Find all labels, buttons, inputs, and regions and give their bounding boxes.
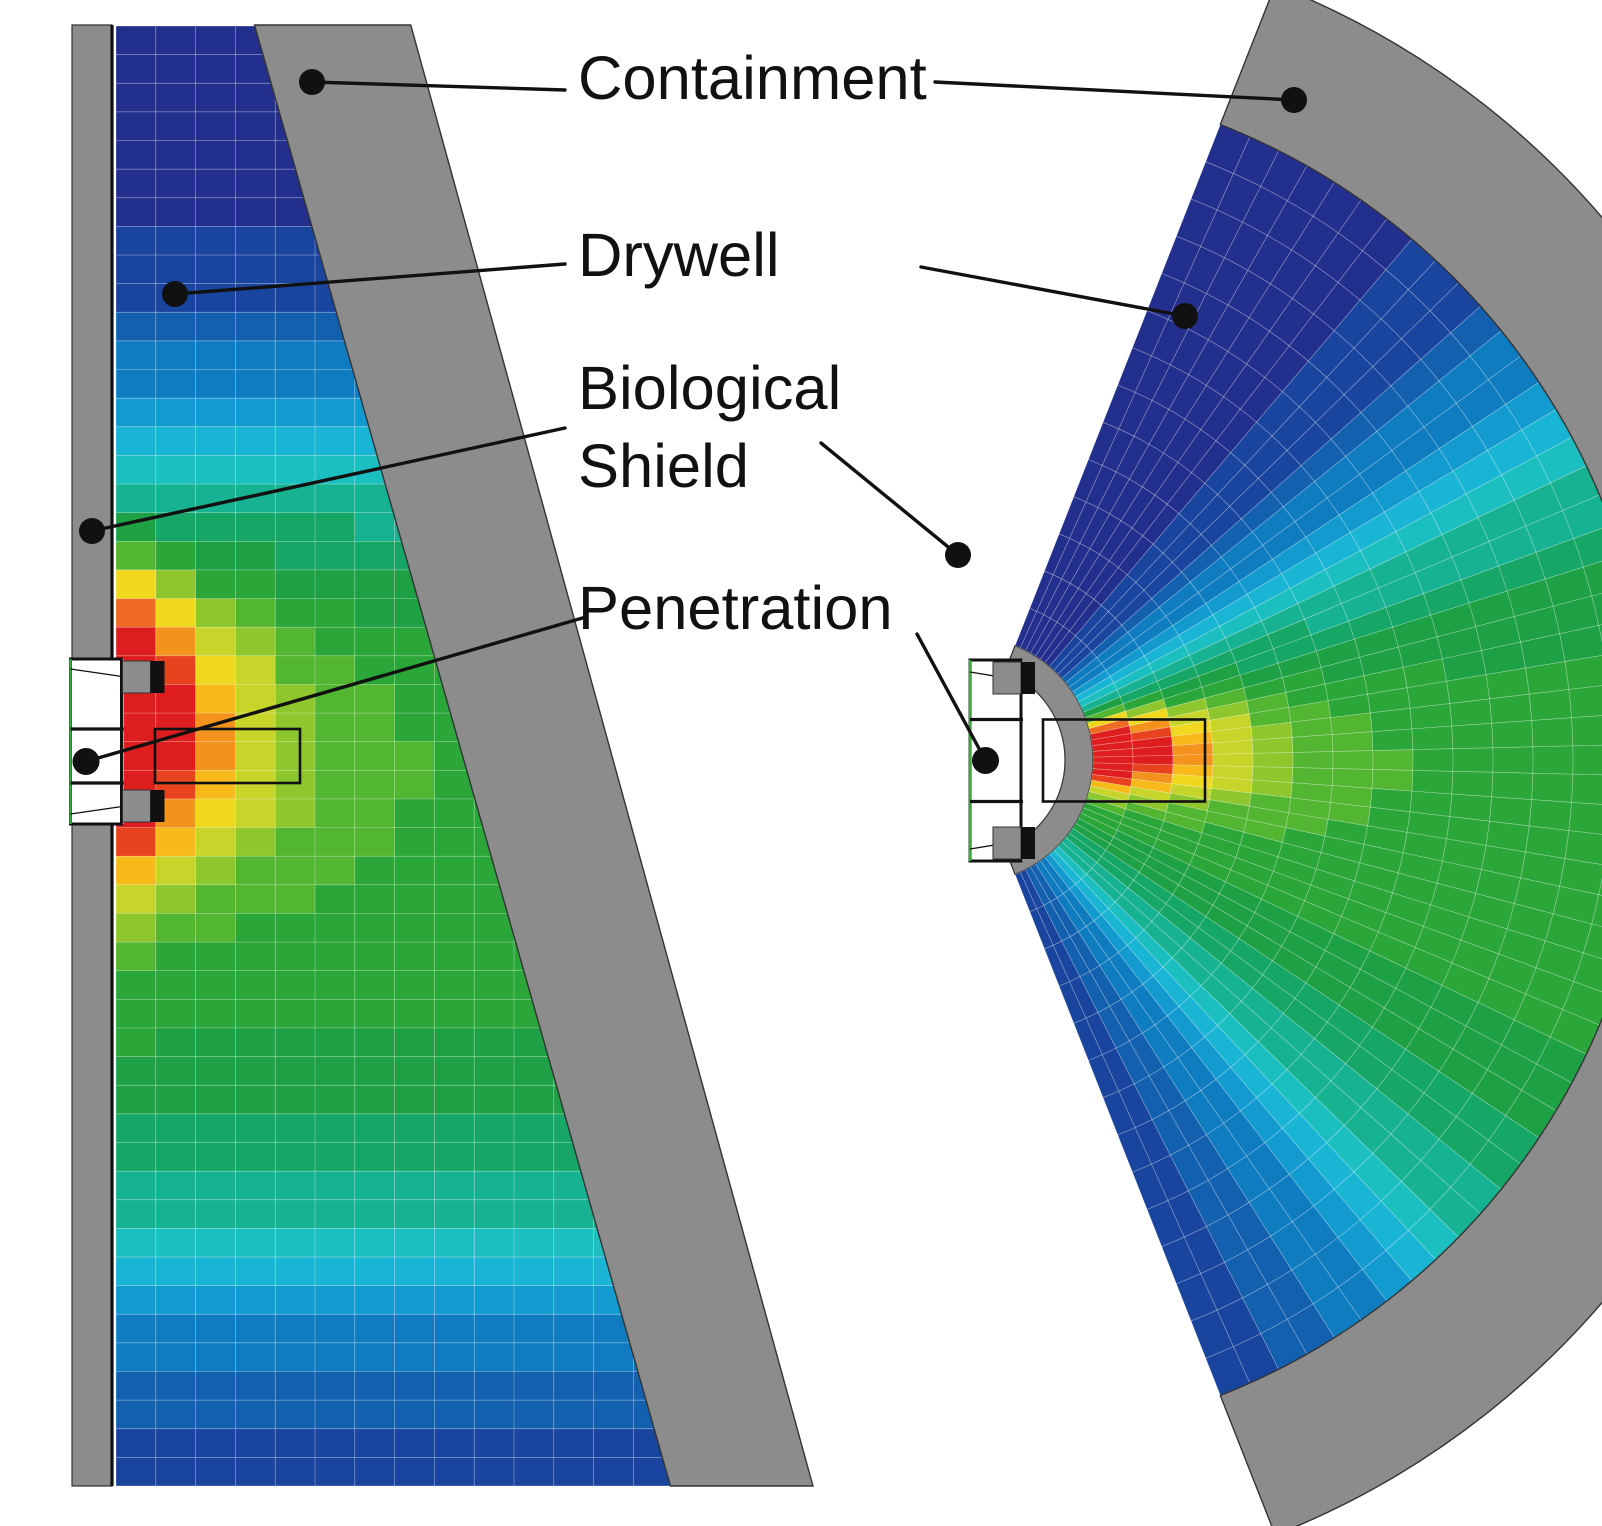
svg-text:Biological: Biological [578,354,841,423]
svg-text:Shield: Shield [578,432,749,501]
svg-text:Penetration: Penetration [578,574,893,643]
svg-text:Drywell: Drywell [578,221,780,290]
svg-text:Containment: Containment [578,44,927,113]
